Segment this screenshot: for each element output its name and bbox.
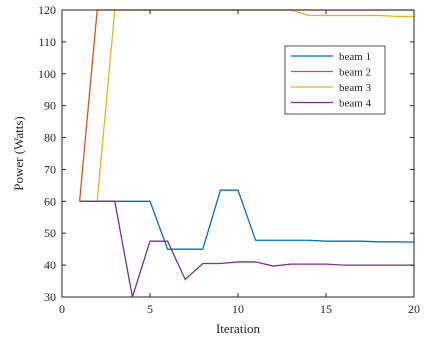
y-tick-label: 60 xyxy=(44,194,56,208)
legend: beam 1 beam 2 beam 3 beam 4 xyxy=(284,45,386,115)
x-tick-label: 10 xyxy=(232,302,244,316)
x-tick-label: 0 xyxy=(59,302,65,316)
y-tick-label: 100 xyxy=(38,67,56,81)
x-tick-label: 15 xyxy=(320,302,332,316)
x-tick-label: 20 xyxy=(408,302,420,316)
y-tick-label: 120 xyxy=(38,3,56,17)
y-tick-label: 70 xyxy=(44,162,56,176)
legend-label-1: beam 1 xyxy=(339,51,371,63)
x-tick-label: 5 xyxy=(147,302,153,316)
y-tick-label: 80 xyxy=(44,131,56,145)
axes-layer: 0 5 10 15 20 30 40 50 60 70 80 90 100 110 120 xyxy=(38,3,420,316)
y-tick-label: 90 xyxy=(44,99,56,113)
y-axis-label: Power (Watts) xyxy=(11,116,26,190)
series-line-4 xyxy=(79,200,414,298)
legend-label-4: beam 4 xyxy=(339,98,372,110)
y-tick-label: 50 xyxy=(44,226,56,240)
legend-label-3: beam 3 xyxy=(339,82,372,94)
series-line-1 xyxy=(79,189,415,250)
y-tick-label: 40 xyxy=(44,258,56,272)
x-axis-label: Iteration xyxy=(216,321,261,336)
y-tick-label: 30 xyxy=(44,290,56,304)
legend-label-2: beam 2 xyxy=(339,67,371,79)
y-tick-label: 110 xyxy=(38,35,56,49)
